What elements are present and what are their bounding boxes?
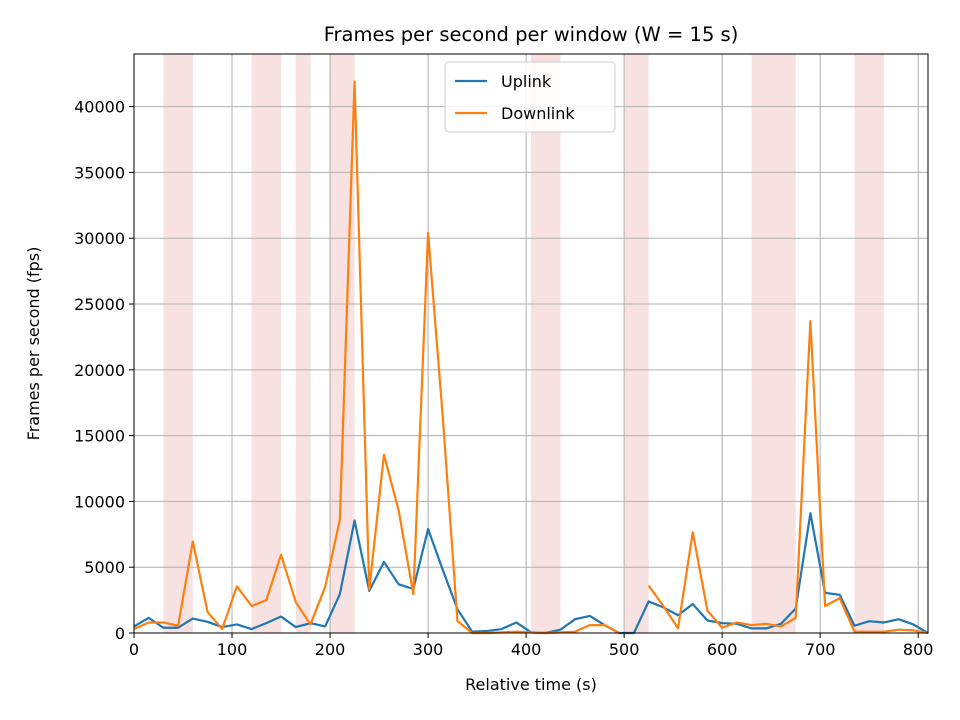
- x-tick-label-300: 300: [413, 640, 444, 659]
- y-axis-label: Frames per second (fps): [24, 247, 43, 441]
- y-tick-label-40000: 40000: [74, 98, 125, 117]
- y-tick-label-0: 0: [115, 624, 125, 643]
- plot-frame: [133, 53, 929, 634]
- y-tick-label-5000: 5000: [84, 558, 125, 577]
- shaded-interval-6: [751, 54, 796, 633]
- ticks: 0 100 200 300 400 500 600 700 800 0 5000 10000 15000…: [74, 98, 933, 659]
- x-tick-label-0: 0: [129, 640, 139, 659]
- x-axis-label: Relative time (s): [465, 675, 597, 694]
- x-tick-label-400: 400: [511, 640, 542, 659]
- y-tick-label-30000: 30000: [74, 229, 125, 248]
- y-tick-label-20000: 20000: [74, 361, 125, 380]
- y-tick-label-10000: 10000: [74, 492, 125, 511]
- y-tick-label-25000: 25000: [74, 295, 125, 314]
- legend-box: [444, 61, 616, 133]
- x-tick-label-700: 700: [805, 640, 836, 659]
- shaded-interval-2: [295, 54, 311, 633]
- y-tick-label-15000: 15000: [74, 427, 125, 446]
- x-tick-label-500: 500: [609, 640, 640, 659]
- legend-label-uplink: Uplink: [501, 72, 552, 91]
- x-tick-label-200: 200: [315, 640, 346, 659]
- legend: Uplink Downlink: [444, 61, 616, 133]
- x-tick-label-600: 600: [707, 640, 738, 659]
- x-tick-label-100: 100: [217, 640, 248, 659]
- x-tick-label-800: 800: [903, 640, 934, 659]
- y-tick-label-35000: 35000: [74, 163, 125, 182]
- legend-label-downlink: Downlink: [501, 104, 575, 123]
- chart-title: Frames per second per window (W = 15 s): [324, 23, 739, 46]
- shaded-interval-0: [163, 54, 193, 633]
- shaded-interval-5: [624, 54, 649, 633]
- shaded-interval-7: [854, 54, 884, 633]
- shaded-interval-4: [531, 54, 561, 633]
- shaded-interval-1: [251, 54, 282, 633]
